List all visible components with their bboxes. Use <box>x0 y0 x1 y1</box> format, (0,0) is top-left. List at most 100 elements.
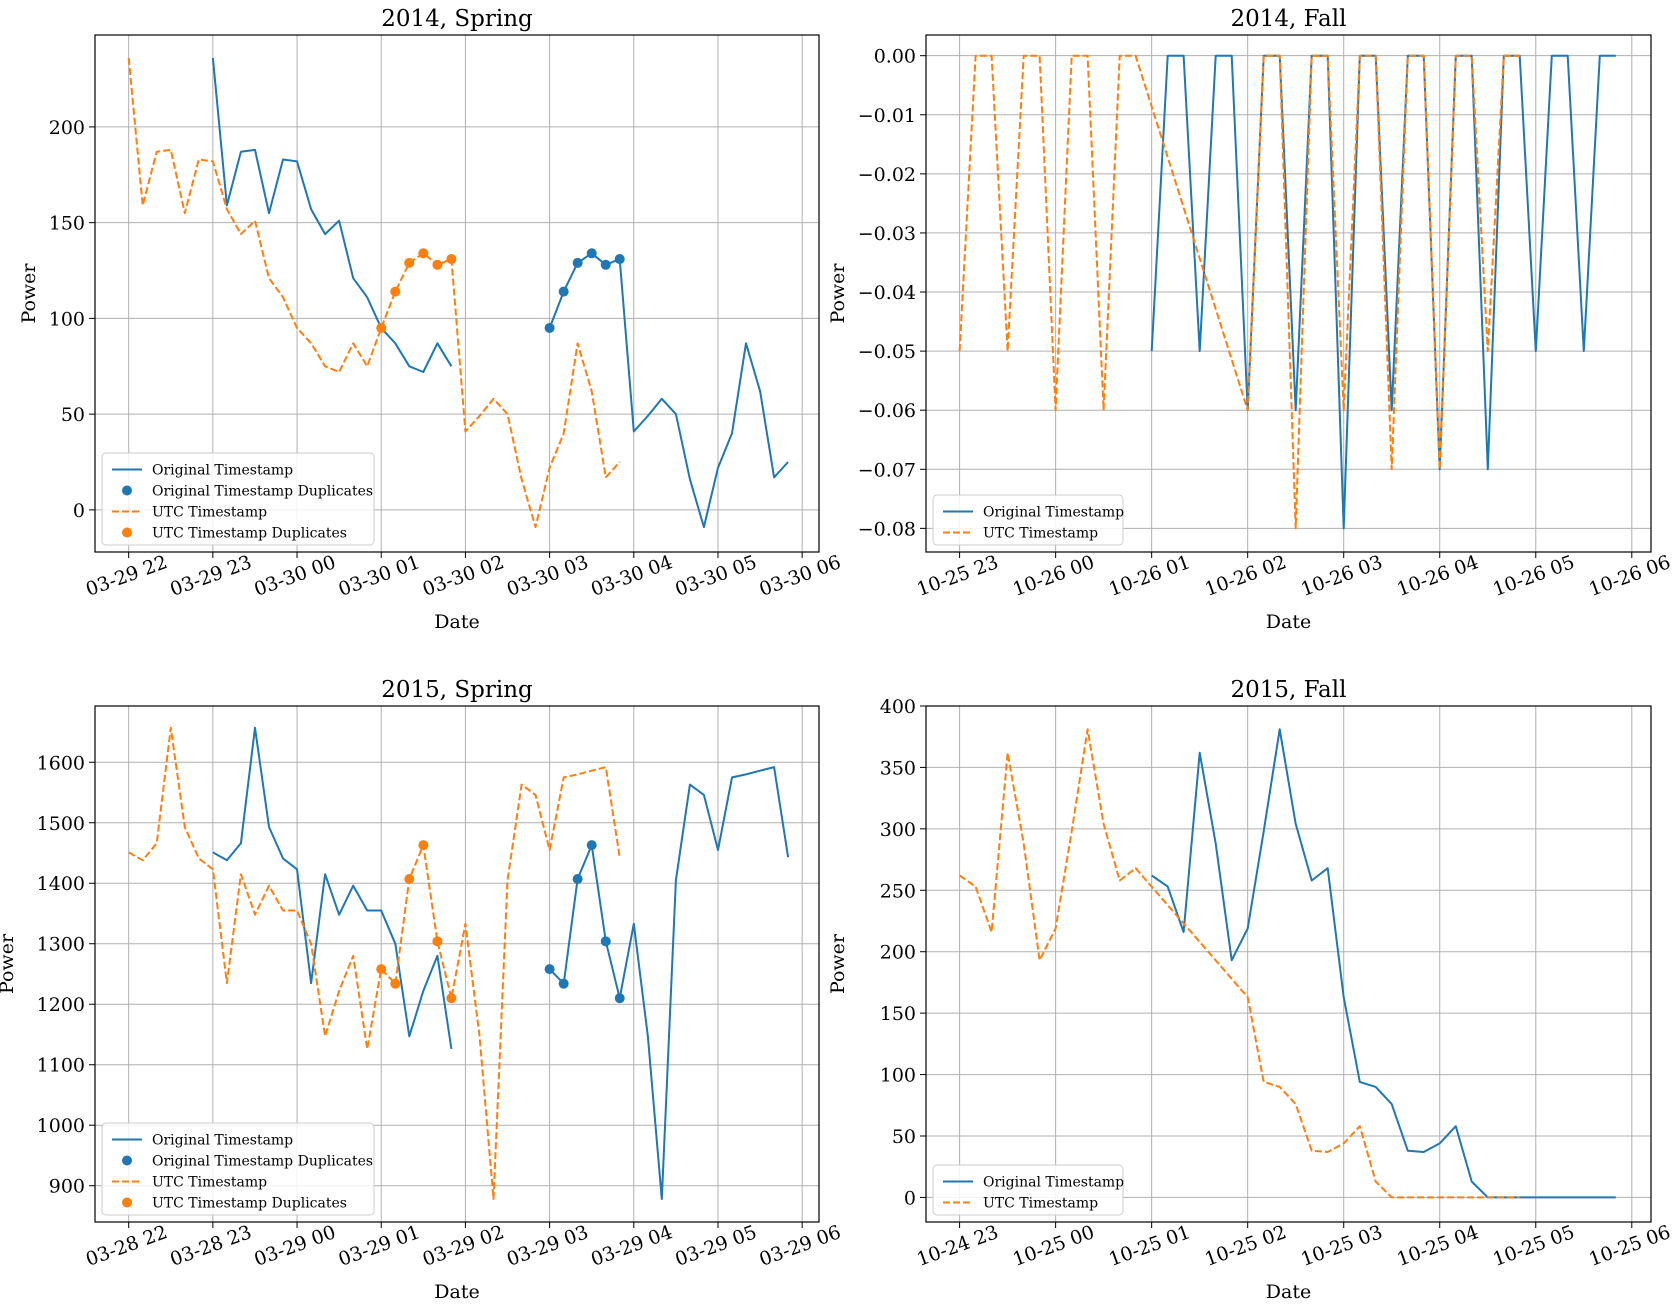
y-tick-label: 1600 <box>37 752 85 774</box>
duplicate-marker <box>418 248 429 259</box>
legend-box <box>932 494 1124 546</box>
x-tick-label: 03-29 06 <box>756 1221 843 1271</box>
duplicate-marker <box>614 254 625 265</box>
y-tick-label: 1100 <box>37 1055 85 1077</box>
legend-label: UTC Timestamp <box>983 526 1098 542</box>
plot-frame <box>94 34 820 553</box>
x-tick-label: 10-25 01 <box>1106 1221 1193 1271</box>
duplicate-marker <box>572 257 583 268</box>
y-tick-label: 100 <box>49 308 85 330</box>
legend-label: Original Timestamp Duplicates <box>152 1154 373 1170</box>
y-tick-label: −0.07 <box>858 459 916 481</box>
legend-marker-swatch <box>122 1155 132 1166</box>
y-tick-label: 200 <box>49 117 85 139</box>
duplicate-marker <box>544 964 555 975</box>
duplicate-marker <box>432 936 443 947</box>
original-timestampseries-line <box>212 726 790 1200</box>
x-tick-label: 10-25 06 <box>1586 1221 1673 1271</box>
duplicate-marker <box>390 978 401 989</box>
duplicate-marker <box>544 322 555 333</box>
y-tick-label: 250 <box>880 880 916 902</box>
y-tick-label: 400 <box>880 696 916 718</box>
duplicate-marker <box>558 286 569 297</box>
duplicate-marker <box>586 248 597 259</box>
y-axis-label: Power <box>827 933 849 994</box>
x-tick-label: 10-26 04 <box>1394 551 1481 601</box>
duplicate-marker <box>446 993 457 1004</box>
x-tick-label: 03-30 00 <box>251 551 338 601</box>
legend-label: UTC Timestamp <box>152 505 267 521</box>
y-tick-label: 0.00 <box>874 46 916 68</box>
legend-box <box>932 1164 1124 1216</box>
legend-label: UTC Timestamp Duplicates <box>152 1196 347 1212</box>
legend: Original Timestamp Original Timestamp Dup… <box>101 1122 375 1216</box>
duplicate-marker <box>558 978 569 989</box>
legend-label: UTC Timestamp Duplicates <box>152 526 347 542</box>
x-tick-label: 10-26 06 <box>1586 551 1673 601</box>
legend-label: Original Timestamp <box>983 1175 1124 1191</box>
utc-timestampseries-line <box>958 54 1520 530</box>
chart-title: 2015, Fall <box>1231 677 1347 703</box>
duplicate-marker <box>390 286 401 297</box>
duplicate-marker <box>600 259 611 270</box>
y-tick-label: 50 <box>61 404 85 426</box>
x-axis-label: Date <box>434 1281 479 1303</box>
y-tick-label: −0.05 <box>858 341 916 363</box>
x-tick-label: 10-25 05 <box>1490 1221 1577 1271</box>
legend-label: Original Timestamp <box>152 1133 293 1149</box>
x-tick-label: 03-30 02 <box>420 551 507 601</box>
y-tick-label: 1200 <box>37 994 85 1016</box>
x-tick-label: 03-29 01 <box>336 1221 423 1271</box>
y-tick-label: −0.06 <box>858 400 916 422</box>
x-tick-label: 03-29 23 <box>167 551 254 601</box>
x-tick-label: 03-30 04 <box>588 551 675 601</box>
panel-2014-fall: 2014, Fall Date Power 10-25 23 10-26 00 10… <box>827 6 1673 633</box>
duplicate-marker <box>376 322 387 333</box>
chart-title: 2014, Spring <box>381 6 533 32</box>
original-timestampseries-line <box>1150 54 1616 530</box>
x-tick-label: 03-29 05 <box>672 1221 759 1271</box>
x-tick-label: 10-25 02 <box>1202 1221 1289 1271</box>
legend: Original Timestamp UTC Timestamp <box>932 494 1124 546</box>
x-tick-label: 03-29 00 <box>251 1221 338 1271</box>
y-tick-label: 900 <box>49 1176 85 1198</box>
legend-marker-swatch <box>122 527 132 538</box>
plot-frame <box>925 705 1652 1223</box>
legend-label: Original Timestamp <box>983 505 1124 521</box>
grid <box>926 35 1651 552</box>
legend-label: UTC Timestamp <box>152 1175 267 1191</box>
y-tick-label: 0 <box>73 500 85 522</box>
y-tick-label: 1300 <box>37 934 85 956</box>
y-tick-label: 200 <box>880 942 916 964</box>
x-tick-label: 03-30 06 <box>756 551 843 601</box>
x-tick-label: 03-28 22 <box>83 1221 170 1271</box>
y-axis-label: Power <box>18 263 40 324</box>
legend-box <box>101 1122 375 1216</box>
y-tick-label: −0.04 <box>858 282 916 304</box>
y-axis-label: Power <box>0 933 18 994</box>
utc-timestampseries-line <box>127 57 621 529</box>
x-tick-label: 03-28 23 <box>167 1221 254 1271</box>
x-tick-label: 10-25 03 <box>1298 1221 1385 1271</box>
x-axis-label: Date <box>434 611 479 633</box>
y-tick-label: 1500 <box>37 813 85 835</box>
original-timestampseries-line <box>1151 728 1616 1199</box>
duplicate-marker <box>614 993 625 1004</box>
x-axis-label: Date <box>1266 611 1311 633</box>
y-tick-label: 100 <box>880 1065 916 1087</box>
y-tick-label: 1000 <box>37 1115 85 1137</box>
x-tick-label: 03-30 05 <box>672 551 759 601</box>
panel-2015-fall: 2015, Fall Date Power 10-24 23 10-25 00 10… <box>827 677 1673 1303</box>
y-tick-label: 1400 <box>37 873 85 895</box>
x-tick-label: 10-24 23 <box>914 1221 1001 1271</box>
grid <box>95 35 819 552</box>
y-tick-label: 0 <box>904 1187 916 1209</box>
y-axis-label: Power <box>827 263 849 324</box>
x-tick-label: 10-25 00 <box>1010 1221 1097 1271</box>
legend-label: Original Timestamp <box>152 463 293 479</box>
legend: Original Timestamp UTC Timestamp <box>932 1164 1124 1216</box>
chart-title: 2015, Spring <box>381 677 533 703</box>
